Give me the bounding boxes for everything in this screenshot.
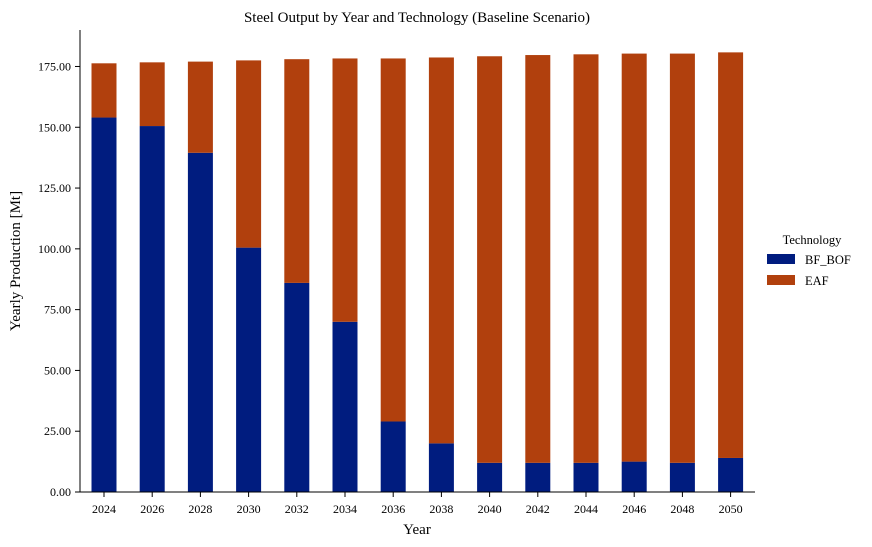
x-tick-label: 2050: [719, 502, 743, 516]
bar-eaf-2050: [718, 52, 744, 458]
x-tick-label: 2030: [237, 502, 261, 516]
legend-swatch-eaf: [767, 275, 795, 285]
x-tick-label: 2028: [188, 502, 212, 516]
bar-bf-bof-2026: [139, 126, 165, 493]
x-tick-label: 2046: [622, 502, 646, 516]
bar-bf-bof-2038: [428, 443, 454, 492]
y-tick-label: 125.00: [38, 181, 71, 195]
y-tick-label: 75.00: [44, 303, 71, 317]
x-tick-label: 2044: [574, 502, 598, 516]
legend: Technology BF_BOF EAF: [767, 233, 851, 288]
x-tick-label: 2024: [92, 502, 116, 516]
bar-bf-bof-2040: [477, 462, 503, 492]
chart-title: Steel Output by Year and Technology (Bas…: [244, 10, 590, 26]
y-tick-label: 100.00: [38, 242, 71, 256]
x-tick-label: 2048: [670, 502, 694, 516]
bar-bf-bof-2048: [669, 462, 695, 492]
x-tick-label: 2040: [478, 502, 502, 516]
bar-eaf-2038: [428, 57, 454, 444]
y-tick-label: 50.00: [44, 363, 71, 377]
x-tick-label: 2038: [429, 502, 453, 516]
bar-eaf-2034: [332, 58, 358, 322]
bar-bf-bof-2042: [525, 462, 551, 492]
bar-eaf-2046: [621, 53, 647, 462]
x-axis-label: Year: [403, 522, 431, 538]
x-tick-label: 2042: [526, 502, 550, 516]
bar-eaf-2028: [187, 61, 213, 153]
bar-bf-bof-2024: [91, 117, 117, 492]
bar-eaf-2024: [91, 63, 117, 118]
x-tick-label: 2032: [285, 502, 309, 516]
bar-bf-bof-2030: [236, 247, 262, 492]
x-axis-ticks: 2024 2026 2028 2030 2032 2034 2036 2038 2040 2042…: [92, 492, 743, 516]
bar-bf-bof-2046: [621, 461, 647, 492]
bar-eaf-2030: [236, 60, 262, 248]
bar-eaf-2044: [573, 54, 599, 463]
bar-bf-bof-2036: [380, 421, 406, 492]
legend-label-eaf: EAF: [805, 274, 829, 288]
y-tick-label: 175.00: [38, 59, 71, 73]
bar-eaf-2036: [380, 58, 406, 422]
bar-bf-bof-2044: [573, 462, 599, 492]
y-tick-label: 0.00: [50, 485, 71, 499]
bar-bf-bof-2034: [332, 321, 358, 492]
legend-title: Technology: [783, 233, 843, 247]
bar-eaf-2026: [139, 62, 165, 127]
bar-bf-bof-2032: [284, 282, 310, 492]
bar-bf-bof-2028: [187, 152, 213, 493]
bar-eaf-2032: [284, 59, 310, 283]
bar-eaf-2048: [669, 53, 695, 463]
bar-eaf-2040: [477, 56, 503, 463]
x-tick-label: 2026: [140, 502, 164, 516]
x-tick-label: 2036: [381, 502, 405, 516]
bar-eaf-2042: [525, 55, 551, 463]
legend-label-bf-bof: BF_BOF: [805, 253, 851, 267]
y-tick-label: 150.00: [38, 120, 71, 134]
bar-bf-bof-2050: [718, 457, 744, 492]
y-axis-ticks: 0.00 25.00 50.00 75.00 100.00 125.00 150.00 175…: [38, 59, 80, 499]
legend-swatch-bf-bof: [767, 254, 795, 264]
y-tick-label: 25.00: [44, 424, 71, 438]
x-tick-label: 2034: [333, 502, 357, 516]
y-axis-label: Yearly Production [Mt]: [8, 191, 24, 331]
bars-group: [91, 52, 744, 493]
